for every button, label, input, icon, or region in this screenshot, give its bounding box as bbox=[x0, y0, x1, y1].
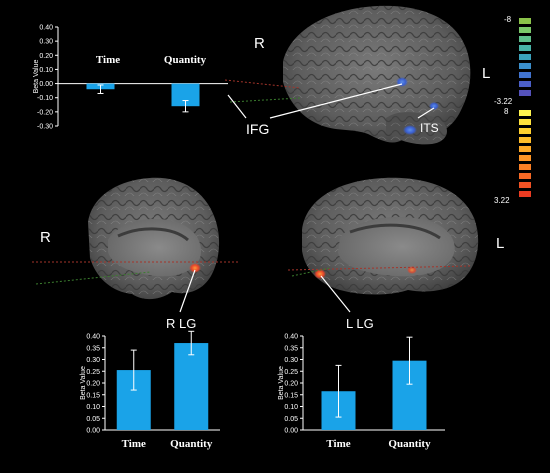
category-label-quantity: Quantity bbox=[388, 438, 431, 450]
its-activation-upper bbox=[429, 102, 439, 110]
colorbar-neg-swatch-6 bbox=[519, 72, 531, 78]
colorbar-pos-swatch-6 bbox=[519, 164, 531, 170]
colorbar-pos-swatch-1 bbox=[519, 119, 531, 125]
medial-brain-left bbox=[287, 177, 479, 295]
y-axis-title: Beta Value bbox=[80, 366, 87, 400]
category-label-time: Time bbox=[122, 438, 146, 450]
roi-ifg-label: IFG bbox=[246, 121, 269, 137]
colorbar-pos-swatch-3 bbox=[519, 137, 531, 143]
y-tick-label: 0.05 bbox=[86, 416, 100, 423]
y-tick-label: 0.10 bbox=[86, 404, 100, 411]
chart-bottom-left-rlg: 0.40 0.35 0.30 0.25 0.20 0.15 0.10 0.05 0.00 Beta… bbox=[80, 330, 220, 450]
y-tick-label: 0.40 bbox=[86, 334, 100, 341]
y-tick-label: 0.35 bbox=[284, 345, 298, 352]
y-tick-label: 0.05 bbox=[284, 416, 298, 423]
y-tick-label: 0.25 bbox=[86, 369, 100, 376]
y-axis-title: Beta Value bbox=[278, 366, 285, 400]
colorbar-pos-swatch-9 bbox=[519, 191, 531, 197]
y-tick-label: 0.40 bbox=[284, 334, 298, 341]
y-tick-label: 0.15 bbox=[284, 392, 298, 399]
y-tick-label: 0.25 bbox=[284, 369, 298, 376]
y-tick-label: 0.40 bbox=[39, 25, 53, 32]
hemi-left-bottom-label: L bbox=[496, 235, 504, 252]
y-tick-label: 0.20 bbox=[86, 381, 100, 388]
hemi-right-bottom-label: R bbox=[40, 229, 51, 246]
colorbar-neg-bottom: -3.22 bbox=[494, 97, 513, 106]
its-callout bbox=[417, 107, 435, 119]
rlg-callout bbox=[179, 269, 196, 313]
hemi-right-top-label: R bbox=[254, 35, 265, 52]
roi-rlg-label: R LG bbox=[166, 316, 196, 331]
y-tick-label: 0.20 bbox=[284, 381, 298, 388]
colorbar-pos-swatch-4 bbox=[519, 146, 531, 152]
chart-top-ifg-its: 0.40 0.30 0.20 0.10 0.00 -0.10 -0.20 -0.30 Beta … bbox=[33, 25, 228, 131]
y-tick-label: -0.10 bbox=[37, 95, 53, 102]
y-tick-label: 0.15 bbox=[86, 392, 100, 399]
colorbar-pos-top: 8 bbox=[504, 107, 509, 116]
colorbar-neg-swatch-2 bbox=[519, 36, 531, 42]
y-tick-label: 0.30 bbox=[86, 357, 100, 364]
colorbar-pos-swatch-5 bbox=[519, 155, 531, 161]
colorbar-pos-swatch-2 bbox=[519, 128, 531, 134]
y-tick-label: 0.30 bbox=[39, 39, 53, 46]
ifg-callout-a bbox=[227, 94, 247, 119]
medial-brain-right bbox=[32, 177, 240, 300]
rlg-activation bbox=[189, 263, 201, 273]
y-tick-label: 0.10 bbox=[284, 404, 298, 411]
colorbar-neg-swatch-1 bbox=[519, 27, 531, 33]
ifg-callout-b bbox=[269, 83, 403, 119]
y-tick-label: 0.20 bbox=[39, 53, 53, 60]
y-tick-label: 0.35 bbox=[86, 345, 100, 352]
roi-llg-label: L LG bbox=[346, 316, 374, 331]
y-tick-label: 0.10 bbox=[39, 67, 53, 74]
category-label-time: Time bbox=[326, 438, 350, 450]
colorbar-pos-bottom: 3.22 bbox=[494, 196, 510, 205]
y-axis-title: Beta Value bbox=[33, 60, 40, 94]
colorbar-neg-swatch-5 bbox=[519, 63, 531, 69]
colorbar-pos-swatch-7 bbox=[519, 173, 531, 179]
bar-quantity bbox=[174, 343, 209, 430]
hemi-left-top-label: L bbox=[482, 65, 490, 82]
category-label-quantity: Quantity bbox=[164, 54, 207, 66]
colorbar-pos-swatch-0 bbox=[519, 110, 531, 116]
y-tick-label: 0.00 bbox=[86, 428, 100, 435]
chart-bottom-right-llg: 0.40 0.35 0.30 0.25 0.20 0.15 0.10 0.05 0.00 Beta… bbox=[278, 334, 445, 450]
y-tick-label: 0.30 bbox=[284, 357, 298, 364]
colorbar-neg-swatch-7 bbox=[519, 81, 531, 87]
llg-activation bbox=[314, 269, 326, 279]
y-tick-label: -0.20 bbox=[37, 109, 53, 116]
colorbar-neg-swatch-4 bbox=[519, 54, 531, 60]
colorbar-neg-swatch-8 bbox=[519, 90, 531, 96]
colorbar-neg-swatch-3 bbox=[519, 45, 531, 51]
y-tick-label: 0.00 bbox=[284, 428, 298, 435]
colorbar-neg-top: -8 bbox=[504, 15, 512, 24]
its-activation-lower bbox=[403, 125, 417, 135]
y-tick-label: -0.30 bbox=[37, 124, 53, 131]
colorbar-pos-swatch-8 bbox=[519, 182, 531, 188]
y-tick-label: 0.00 bbox=[39, 81, 53, 88]
category-label-time: Time bbox=[96, 54, 120, 66]
llg-callout bbox=[320, 275, 351, 313]
bar-quantity bbox=[171, 83, 200, 107]
colorbar bbox=[519, 18, 531, 197]
category-label-quantity: Quantity bbox=[170, 438, 213, 450]
colorbar-neg-swatch-0 bbox=[519, 18, 531, 24]
roi-its-label: ITS bbox=[420, 121, 439, 135]
lateral-brain-top bbox=[224, 5, 471, 145]
